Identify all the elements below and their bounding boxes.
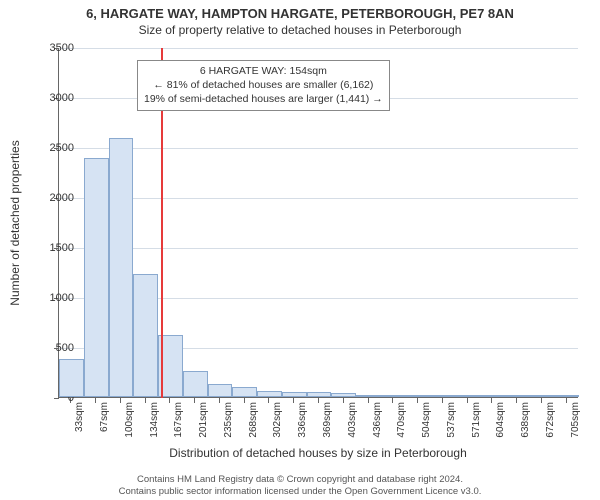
x-tick <box>467 398 468 403</box>
x-tick-label: 235sqm <box>223 402 234 450</box>
x-tick-label: 100sqm <box>124 402 135 450</box>
histogram-bar <box>406 395 431 397</box>
x-tick <box>268 398 269 403</box>
y-tick-label: 1000 <box>34 292 74 304</box>
annotation-line-3: 19% of semi-detached houses are larger (… <box>144 92 383 106</box>
histogram-bar <box>183 371 208 397</box>
x-tick <box>169 398 170 403</box>
x-tick-label: 302sqm <box>272 402 283 450</box>
histogram-bar <box>208 384 233 397</box>
plot-region: 6 HARGATE WAY: 154sqm ← 81% of detached … <box>58 48 578 398</box>
x-tick <box>120 398 121 403</box>
x-tick-label: 134sqm <box>149 402 160 450</box>
x-tick-label: 470sqm <box>396 402 407 450</box>
annotation-line-1: 6 HARGATE WAY: 154sqm <box>144 64 383 78</box>
x-tick-label: 604sqm <box>495 402 506 450</box>
grid-line <box>59 248 578 249</box>
histogram-bar <box>133 274 158 397</box>
x-tick <box>516 398 517 403</box>
histogram-bar <box>480 395 505 397</box>
x-tick <box>566 398 567 403</box>
x-tick <box>368 398 369 403</box>
histogram-bar <box>331 393 356 398</box>
y-tick-label: 500 <box>34 342 74 354</box>
x-tick-label: 705sqm <box>570 402 581 450</box>
histogram-bar <box>232 387 257 397</box>
y-tick-label: 2500 <box>34 142 74 154</box>
x-tick-label: 268sqm <box>248 402 259 450</box>
x-tick-label: 436sqm <box>372 402 383 450</box>
x-tick-label: 201sqm <box>198 402 209 450</box>
x-tick <box>442 398 443 403</box>
x-tick <box>417 398 418 403</box>
x-tick <box>541 398 542 403</box>
histogram-bar <box>109 138 134 397</box>
histogram-bar <box>307 392 332 397</box>
chart-titles: 6, HARGATE WAY, HAMPTON HARGATE, PETERBO… <box>0 0 600 37</box>
histogram-bar <box>430 395 455 397</box>
histogram-bar <box>84 158 109 397</box>
chart-subtitle: Size of property relative to detached ho… <box>0 23 600 37</box>
x-tick <box>343 398 344 403</box>
histogram-bar <box>282 392 307 398</box>
x-tick-label: 504sqm <box>421 402 432 450</box>
y-tick-label: 3500 <box>34 42 74 54</box>
y-axis-label: Number of detached properties <box>8 140 22 305</box>
x-tick <box>95 398 96 403</box>
x-tick <box>194 398 195 403</box>
grid-line <box>59 148 578 149</box>
x-tick-label: 571sqm <box>471 402 482 450</box>
x-tick-label: 67sqm <box>99 402 110 450</box>
annotation-box: 6 HARGATE WAY: 154sqm ← 81% of detached … <box>137 60 390 111</box>
histogram-bar <box>505 395 530 397</box>
y-tick-label: 3000 <box>34 92 74 104</box>
x-tick <box>293 398 294 403</box>
x-tick-label: 638sqm <box>520 402 531 450</box>
x-tick-label: 336sqm <box>297 402 308 450</box>
x-tick-label: 672sqm <box>545 402 556 450</box>
annotation-line-2: ← 81% of detached houses are smaller (6,… <box>144 78 383 92</box>
histogram-bar <box>554 395 579 397</box>
x-tick-label: 403sqm <box>347 402 358 450</box>
grid-line <box>59 48 578 49</box>
x-tick-label: 537sqm <box>446 402 457 450</box>
footer: Contains HM Land Registry data © Crown c… <box>0 474 600 498</box>
chart-area: Number of detached properties 6 HARGATE … <box>58 48 578 428</box>
y-tick-label: 2000 <box>34 192 74 204</box>
x-tick <box>318 398 319 403</box>
x-tick <box>392 398 393 403</box>
y-tick-label: 1500 <box>34 242 74 254</box>
histogram-bar <box>257 391 282 398</box>
chart-title: 6, HARGATE WAY, HAMPTON HARGATE, PETERBO… <box>0 6 600 21</box>
grid-line <box>59 198 578 199</box>
x-tick-label: 33sqm <box>74 402 85 450</box>
histogram-bar <box>59 359 84 397</box>
histogram-bar <box>381 395 406 397</box>
x-tick-label: 369sqm <box>322 402 333 450</box>
footer-line-2: Contains public sector information licen… <box>0 486 600 498</box>
histogram-bar <box>356 395 381 397</box>
x-tick <box>145 398 146 403</box>
x-tick <box>244 398 245 403</box>
x-tick <box>219 398 220 403</box>
x-tick-label: 167sqm <box>173 402 184 450</box>
x-tick <box>491 398 492 403</box>
histogram-bar <box>455 395 480 397</box>
histogram-bar <box>529 395 554 397</box>
footer-line-1: Contains HM Land Registry data © Crown c… <box>0 474 600 486</box>
